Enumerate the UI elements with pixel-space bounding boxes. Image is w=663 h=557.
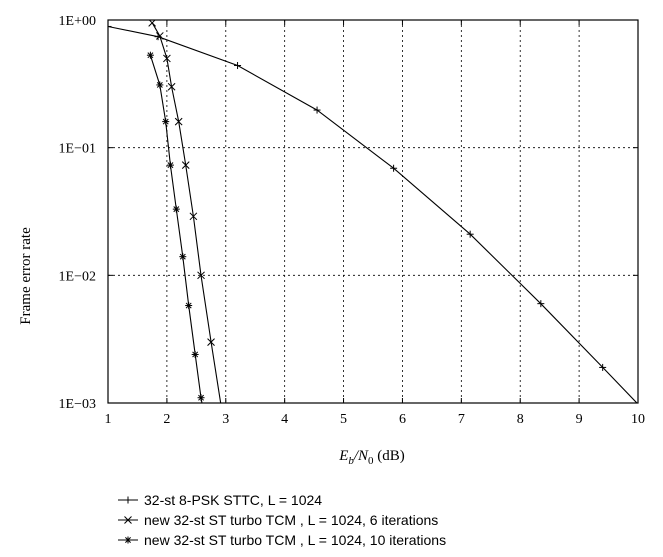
data-point [390, 164, 398, 172]
legend-item: 32-st 8-PSK STTC, L = 1024 [118, 492, 322, 508]
series-line [149, 55, 203, 403]
y-tick-label: 1E−03 [59, 397, 96, 412]
data-point [155, 32, 164, 40]
data-point [207, 338, 215, 346]
marker-stroke [179, 253, 186, 260]
marker-stroke [174, 117, 183, 126]
x-axis-label-main: E [338, 448, 348, 464]
legend-label: new 32-st ST turbo TCM , L = 1024, 6 ite… [144, 512, 438, 528]
marker-stroke [156, 81, 163, 88]
data-point [234, 62, 242, 70]
marker-stroke [192, 351, 199, 358]
x-tick-label: 4 [281, 412, 288, 427]
x-tick-label: 8 [517, 412, 524, 427]
x-axis-label-sub: b [348, 455, 354, 467]
x-tick-label: 5 [340, 412, 347, 427]
marker-stroke [124, 516, 132, 524]
marker-stroke [181, 161, 190, 169]
legend-label: new 32-st ST turbo TCM , L = 1024, 10 it… [144, 532, 446, 548]
data-point [172, 205, 180, 213]
x-axis-label-sub2: 0 [368, 455, 374, 467]
y-axis-label: Frame error rate [18, 227, 34, 325]
y-tick-label: 1E+00 [59, 14, 96, 29]
data-point [166, 161, 174, 169]
data-point [167, 82, 176, 91]
marker-stroke [155, 32, 164, 40]
marker-stroke [189, 212, 198, 221]
x-tick-label: 6 [399, 412, 406, 427]
legend-label: 32-st 8-PSK STTC, L = 1024 [144, 492, 322, 508]
marker-stroke [185, 302, 192, 309]
x-tick-label: 2 [163, 412, 170, 427]
data-point [599, 363, 607, 371]
data-point [163, 54, 171, 63]
axis-ticks: 1 2 3 4 5 6 7 8 9 10 1E−03 1E−02 1E−01 1E+00 [59, 14, 645, 427]
marker-stroke [197, 271, 205, 280]
x-tick-label: 1 [105, 412, 112, 427]
data-point [181, 161, 190, 169]
data-point [189, 212, 198, 221]
marker-stroke [198, 394, 204, 401]
x-axis-label-unit: (dB) [374, 448, 405, 464]
legend-item: new 32-st ST turbo TCM , L = 1024, 6 ite… [118, 512, 438, 528]
x-tick-label: 7 [458, 412, 465, 427]
data-point [162, 118, 170, 126]
data-point [197, 394, 205, 402]
data-point [185, 302, 193, 310]
series-3 [146, 51, 205, 403]
grid-lines [108, 20, 638, 403]
series-1 [108, 22, 638, 403]
marker-stroke [167, 82, 176, 91]
data-point [156, 81, 164, 89]
data-point [124, 496, 132, 504]
x-axis-label: Eb/N0 (dB) [338, 448, 405, 467]
legend-item: new 32-st ST turbo TCM , L = 1024, 10 it… [118, 532, 446, 548]
y-tick-label: 1E−02 [59, 269, 96, 284]
data-point [108, 22, 112, 30]
x-tick-label: 3 [222, 412, 229, 427]
marker-stroke [147, 52, 154, 59]
marker-stroke [162, 118, 169, 125]
y-tick-label: 1E−01 [59, 142, 96, 157]
data-point [174, 117, 183, 126]
marker-stroke [173, 206, 180, 213]
data-point [124, 516, 132, 524]
data-point [179, 253, 187, 261]
data-point [197, 271, 205, 280]
x-tick-label: 9 [576, 412, 583, 427]
data-point [124, 536, 132, 544]
series-line [151, 22, 222, 403]
data-point [146, 51, 154, 59]
legend: 32-st 8-PSK STTC, L = 1024 new 32-st ST t… [118, 492, 446, 548]
data-series [108, 20, 638, 403]
data-point [191, 350, 199, 358]
plot-frame [107, 19, 639, 404]
data-point [537, 300, 545, 308]
marker-stroke [163, 54, 171, 63]
marker-stroke [207, 338, 215, 346]
marker-stroke [125, 537, 131, 543]
data-point [313, 106, 321, 114]
x-axis-label-slash: /N [353, 448, 369, 464]
x-tick-label: 10 [631, 412, 645, 427]
series-line [108, 25, 638, 403]
series-2 [148, 20, 222, 403]
data-point [466, 230, 474, 238]
marker-stroke [167, 162, 174, 169]
